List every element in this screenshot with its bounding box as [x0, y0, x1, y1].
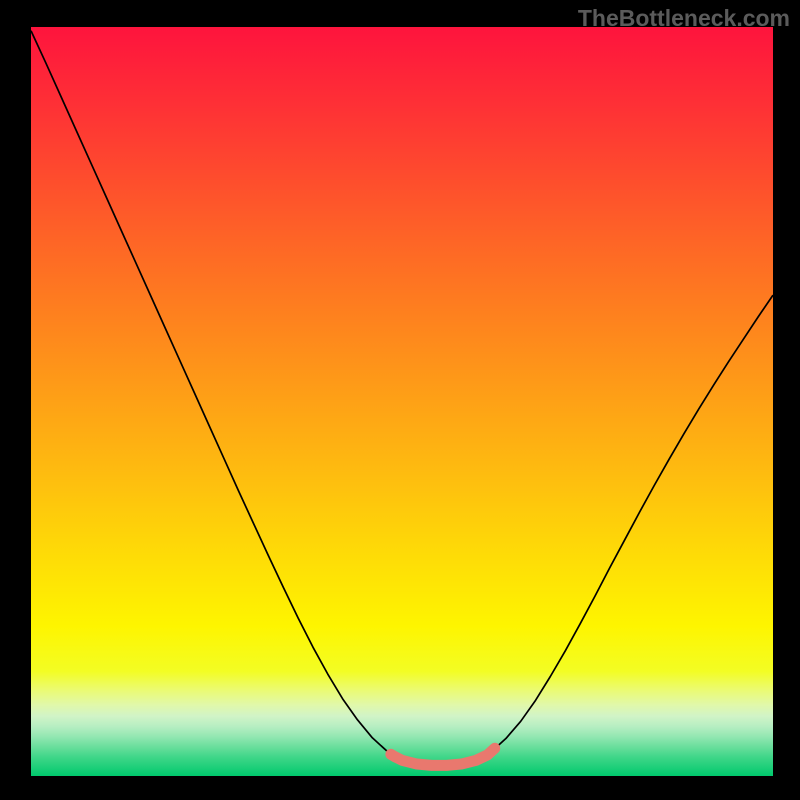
- site-watermark: TheBottleneck.com: [578, 5, 790, 32]
- curve-minimum-highlight: [391, 748, 495, 765]
- bottleneck-curve-chart: [31, 27, 773, 776]
- chart-svg-layer: [31, 27, 773, 776]
- bottleneck-v-curve: [31, 31, 773, 767]
